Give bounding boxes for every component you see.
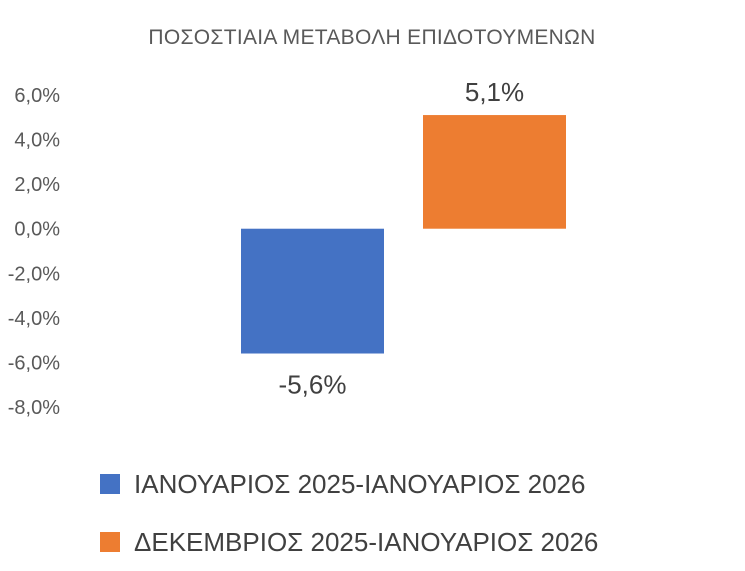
legend-label: ΙΑΝΟΥΑΡΙΟΣ 2025-ΙΑΝΟΥΑΡΙΟΣ 2026 bbox=[134, 468, 586, 499]
legend-label: ΔΕΚΕΜΒΡΙΟΣ 2025-ΙΑΝΟΥΑΡΙΟΣ 2026 bbox=[134, 526, 599, 557]
y-tick-label: -2,0% bbox=[8, 263, 60, 285]
y-tick-label: 6,0% bbox=[14, 85, 60, 107]
legend-swatch-orange bbox=[100, 532, 120, 552]
bar-1 bbox=[423, 115, 566, 229]
y-tick-label: -6,0% bbox=[8, 352, 60, 374]
legend-swatch-blue bbox=[100, 474, 120, 494]
bar-chart: ΠΟΣΟΣΤΙΑΙΑ ΜΕΤΑΒΟΛΗ ΕΠΙΔΟΤΟΥΜΕΝΩΝ 6,0% 4,… bbox=[8, 26, 596, 419]
data-label-0: -5,6% bbox=[279, 370, 347, 400]
legend-item-dec-jan: ΔΕΚΕΜΒΡΙΟΣ 2025-ΙΑΝΟΥΑΡΙΟΣ 2026 bbox=[100, 513, 598, 571]
y-tick-label: -4,0% bbox=[8, 308, 60, 330]
bar-0 bbox=[241, 228, 384, 354]
legend: ΙΑΝΟΥΑΡΙΟΣ 2025-ΙΑΝΟΥΑΡΙΟΣ 2026 ΔΕΚΕΜΒΡΙ… bbox=[100, 455, 598, 571]
y-tick-label: -8,0% bbox=[8, 397, 60, 419]
chart-title: ΠΟΣΟΣΤΙΑΙΑ ΜΕΤΑΒΟΛΗ ΕΠΙΔΟΤΟΥΜΕΝΩΝ bbox=[148, 26, 595, 49]
y-tick-label: 0,0% bbox=[14, 219, 60, 241]
data-label-1: 5,1% bbox=[465, 77, 524, 107]
y-tick-label: 2,0% bbox=[14, 174, 60, 196]
legend-item-jan-jan: ΙΑΝΟΥΑΡΙΟΣ 2025-ΙΑΝΟΥΑΡΙΟΣ 2026 bbox=[100, 455, 598, 513]
y-tick-label: 4,0% bbox=[14, 130, 60, 152]
